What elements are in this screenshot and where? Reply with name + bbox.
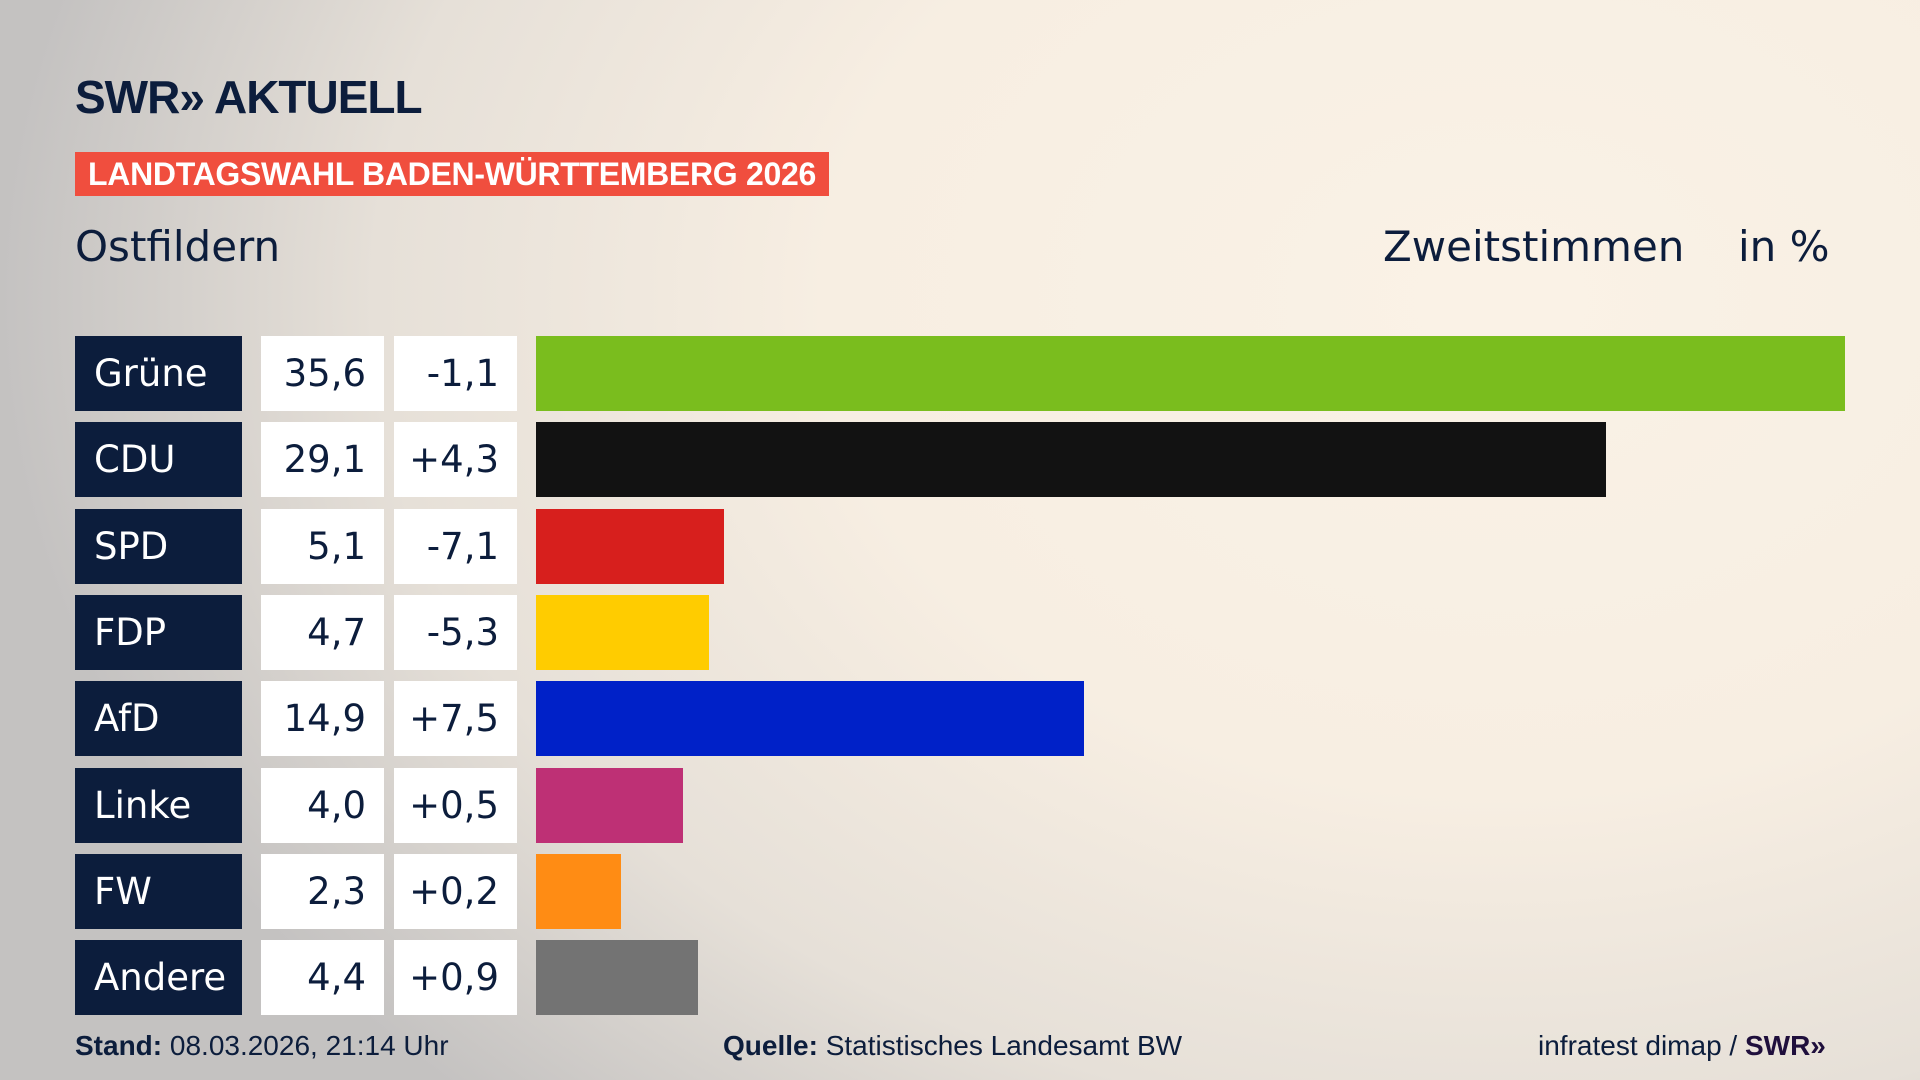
party-row: FW 2,3 +0,2 — [0, 853, 1920, 929]
party-label: Grüne — [75, 336, 242, 411]
region-title: Ostfildern — [75, 222, 281, 271]
party-label: SPD — [75, 508, 242, 584]
change-label: +0,2 — [394, 853, 517, 929]
bar-7 — [536, 940, 698, 1016]
change-label: +4,3 — [394, 422, 517, 498]
party-row: AfD 14,9 +7,5 — [0, 681, 1920, 757]
stand-label: Stand: — [75, 1030, 163, 1061]
bar-5 — [536, 767, 684, 843]
metric-label: Zweitstimmen — [1383, 222, 1685, 271]
bar-0 — [536, 336, 1845, 411]
change-label: +7,5 — [394, 681, 517, 757]
change-label: -7,1 — [394, 508, 517, 584]
change-label: +0,9 — [394, 940, 517, 1016]
timestamp: Stand: 08.03.2026, 21:14 Uhr — [75, 1030, 449, 1062]
bar-1 — [536, 422, 1606, 498]
source-value: Statistisches Landesamt BW — [825, 1030, 1183, 1061]
stand-value: 08.03.2026, 21:14 Uhr — [169, 1030, 449, 1061]
party-label: Andere — [75, 940, 242, 1016]
bar-2 — [536, 508, 724, 584]
swr-logo: SWR» — [1744, 1030, 1826, 1061]
bar-6 — [536, 853, 621, 929]
party-row: Linke 4,0 +0,5 — [0, 767, 1920, 843]
credit: infratest dimap / SWR» — [1538, 1030, 1826, 1062]
value-label: 14,9 — [261, 681, 384, 757]
party-label: FDP — [75, 594, 242, 670]
swr-aktuell-logo: SWR» AKTUELL — [75, 71, 423, 123]
value-label: 4,0 — [261, 767, 384, 843]
party-row: CDU 29,1 +4,3 — [0, 422, 1920, 498]
credit-text: infratest dimap / — [1538, 1030, 1738, 1061]
value-label: 4,7 — [261, 594, 384, 670]
party-label: Linke — [75, 767, 242, 843]
party-label: CDU — [75, 422, 242, 498]
party-row: FDP 4,7 -5,3 — [0, 594, 1920, 670]
value-label: 4,4 — [261, 940, 384, 1016]
source: Quelle: Statistisches Landesamt BW — [723, 1030, 1182, 1062]
party-row: Grüne 35,6 -1,1 — [0, 336, 1920, 411]
change-label: -1,1 — [394, 336, 517, 411]
unit-label: in % — [1738, 222, 1830, 271]
value-label: 2,3 — [261, 853, 384, 929]
value-label: 5,1 — [261, 508, 384, 584]
change-label: -5,3 — [394, 594, 517, 670]
value-label: 35,6 — [261, 336, 384, 411]
change-label: +0,5 — [394, 767, 517, 843]
source-label: Quelle: — [723, 1030, 818, 1061]
party-label: FW — [75, 853, 242, 929]
value-label: 29,1 — [261, 422, 384, 498]
bar-3 — [536, 594, 709, 670]
party-label: AfD — [75, 681, 242, 757]
election-banner: LANDTAGSWAHL BADEN-WÜRTTEMBERG 2026 — [75, 152, 829, 196]
party-row: SPD 5,1 -7,1 — [0, 508, 1920, 584]
bar-4 — [536, 681, 1084, 757]
party-row: Andere 4,4 +0,9 — [0, 940, 1920, 1016]
